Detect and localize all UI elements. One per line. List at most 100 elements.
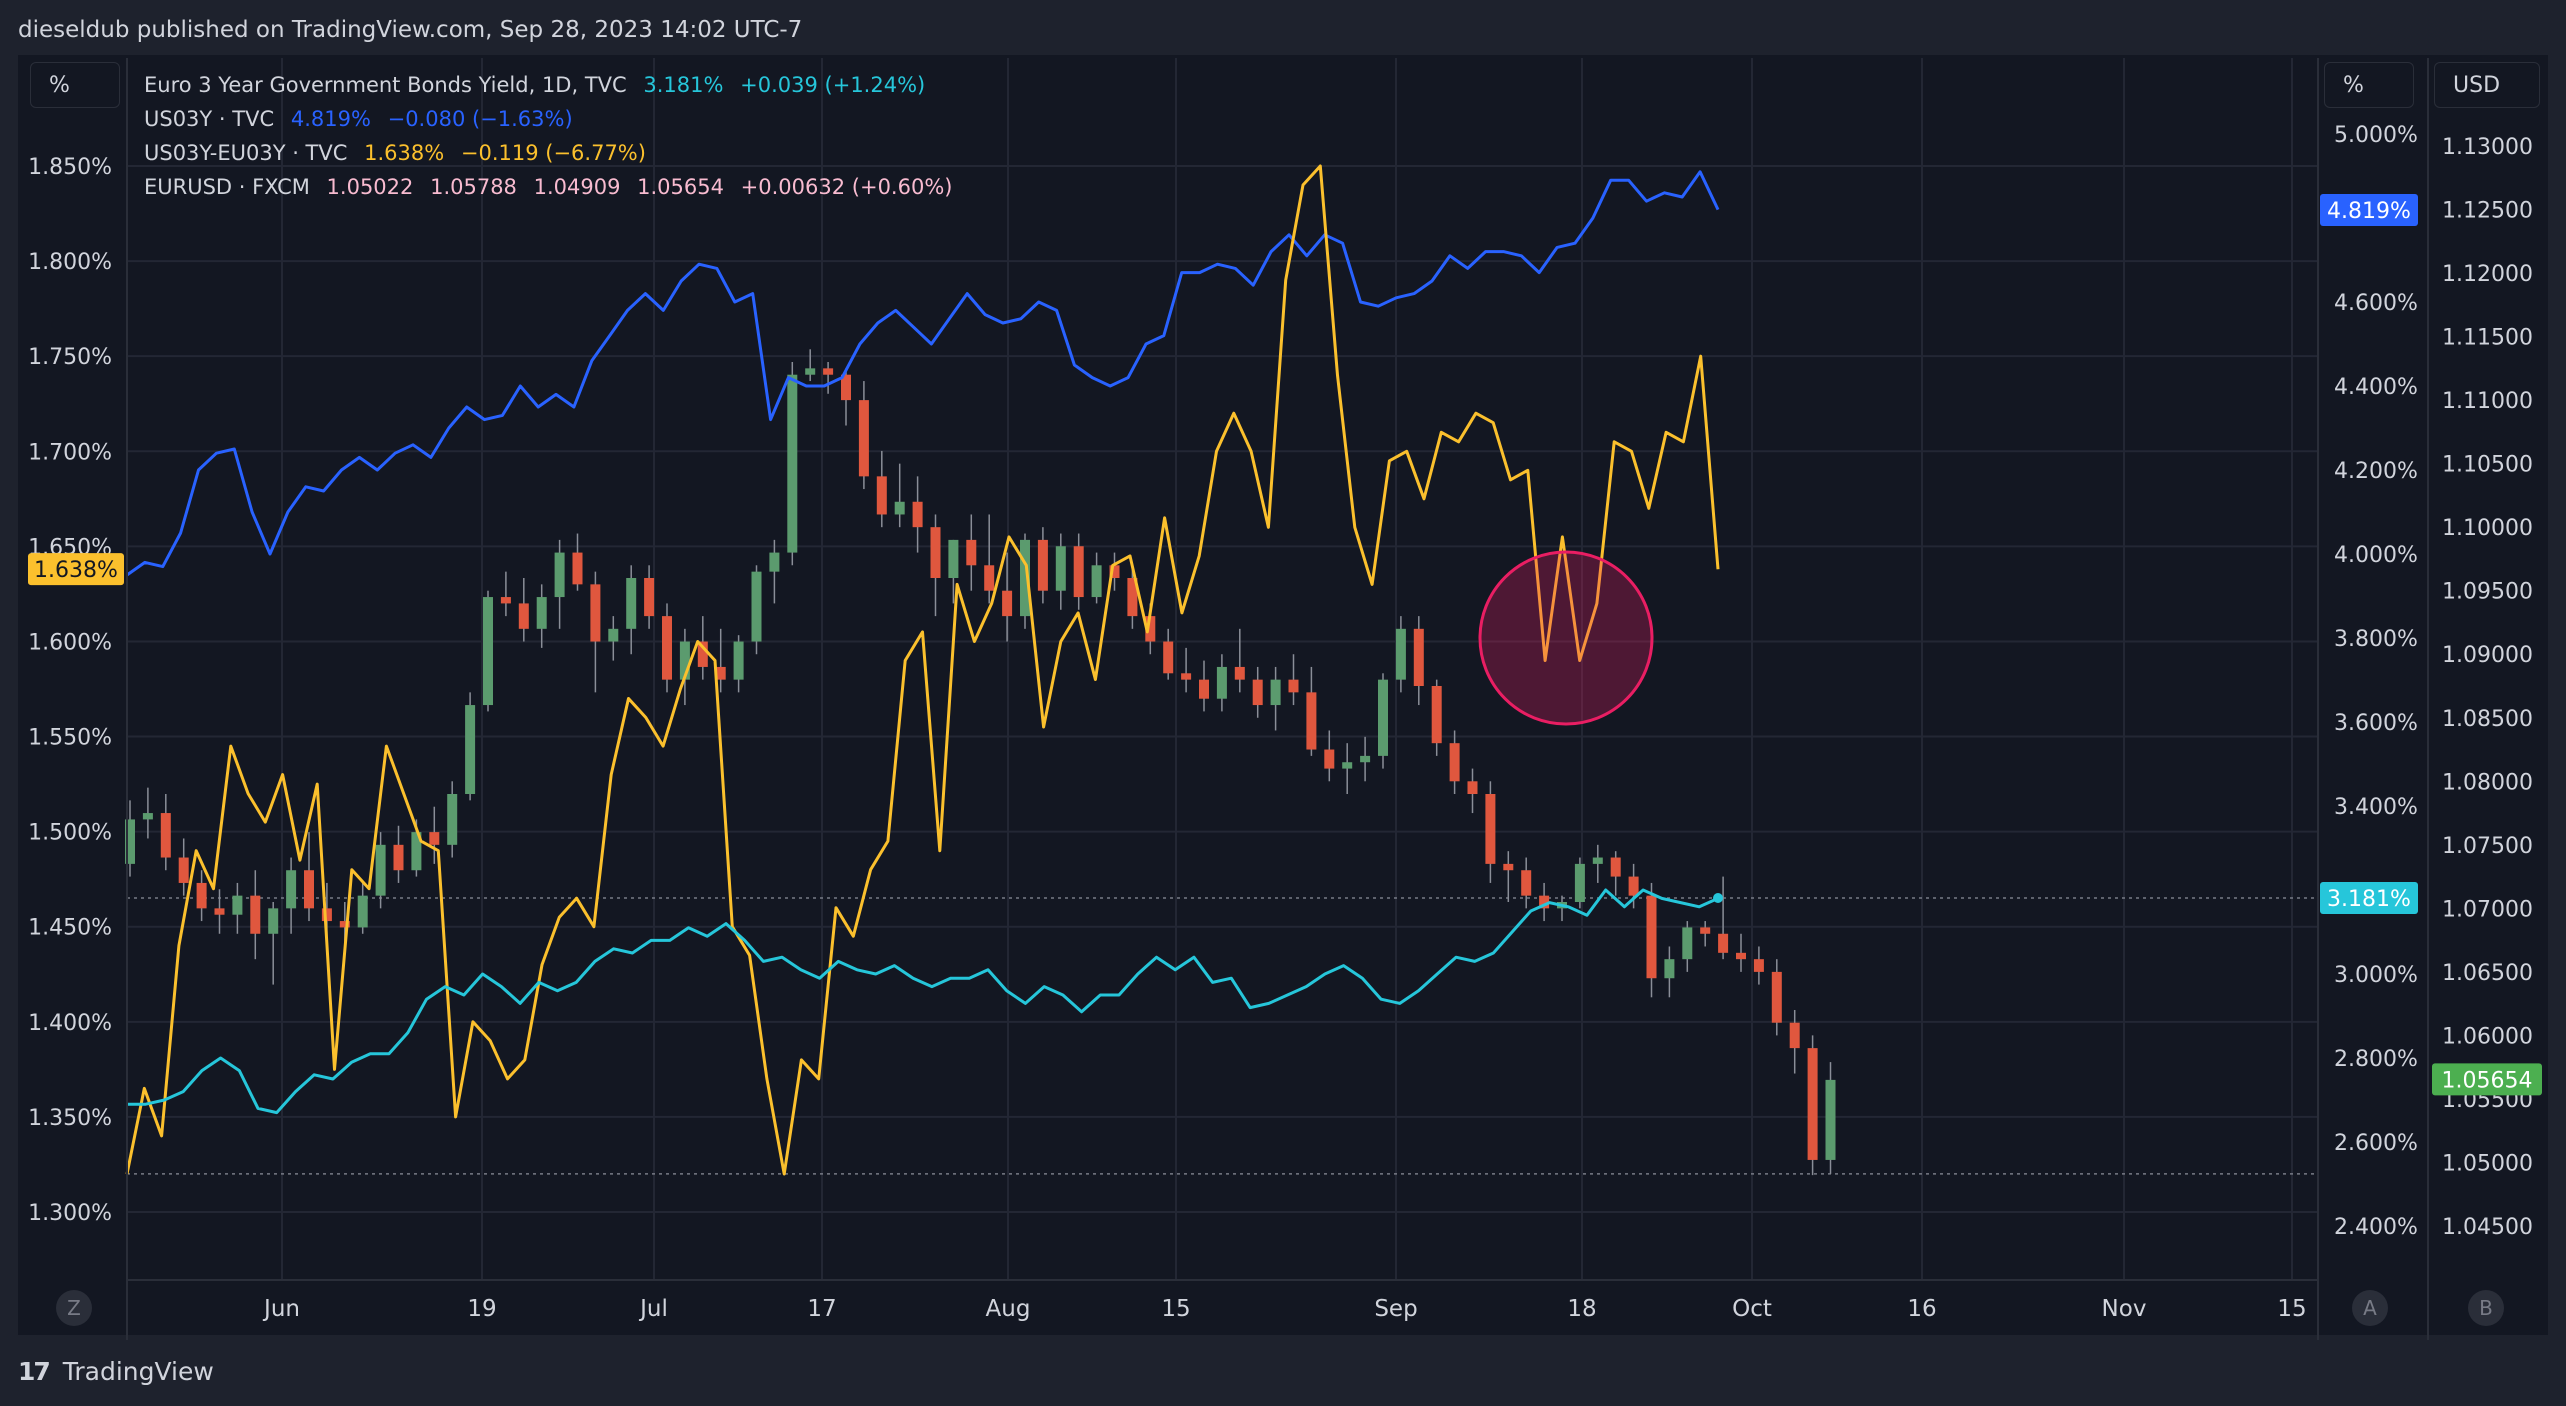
auto-scale-button[interactable]: A	[2352, 1290, 2388, 1326]
publish-header: dieseldub published on TradingView.com, …	[18, 17, 803, 43]
candle-body	[483, 597, 493, 706]
candle	[590, 571, 601, 693]
candle-body	[1610, 857, 1621, 877]
candle-body	[1091, 565, 1102, 598]
candle-body	[375, 844, 386, 896]
brand-name: TradingView	[62, 1357, 214, 1386]
right-tick-label: 4.600%	[2334, 291, 2418, 316]
candle	[142, 787, 153, 839]
right-tick-label: 2.600%	[2334, 1131, 2418, 1156]
candle	[912, 476, 923, 553]
candle	[1216, 654, 1227, 712]
candle-body	[1020, 539, 1030, 617]
candle-body	[1288, 679, 1299, 693]
candle	[160, 794, 171, 871]
scale-b-button[interactable]: B	[2468, 1290, 2504, 1326]
candle	[858, 381, 869, 490]
candle	[1718, 876, 1729, 960]
candle-body	[1002, 590, 1013, 617]
legend-row-eurusd[interactable]: EURUSD · FXCM 1.05022 1.05788 1.04909 1.…	[144, 170, 962, 204]
candle-body	[1216, 666, 1227, 699]
candle	[948, 539, 959, 604]
candle-body	[429, 832, 440, 845]
candle	[679, 628, 690, 706]
candle	[1234, 628, 1245, 693]
candle	[178, 838, 189, 896]
candle-body	[196, 882, 207, 909]
candle-body	[339, 921, 350, 928]
candle-body	[1109, 565, 1120, 578]
right-tick-label: 2.400%	[2334, 1215, 2418, 1240]
legend-close: 1.05654	[637, 175, 724, 199]
legend-row-us03y[interactable]: US03Y · TVC 4.819% −0.080 (−1.63%)	[144, 102, 962, 136]
candle	[1789, 1010, 1800, 1074]
legend-row-eu03y[interactable]: Euro 3 Year Government Bonds Yield, 1D, …	[144, 68, 962, 102]
right-tick-label: 3.000%	[2334, 963, 2418, 988]
candle-body	[393, 844, 404, 871]
x-tick-label: 15	[1161, 1296, 1190, 1322]
candle-body	[733, 641, 744, 680]
series-lines	[125, 164, 1723, 1176]
usd-tick-label: 1.12500	[2442, 199, 2533, 224]
tradingview-logo-icon: 17	[18, 1357, 51, 1386]
legend-label: US03Y-EU03Y · TVC	[144, 141, 348, 165]
candle-body	[1037, 539, 1048, 591]
candle	[1288, 654, 1299, 706]
candle-body	[1682, 927, 1693, 960]
candle-body	[1771, 971, 1782, 1023]
candle-body	[1718, 933, 1729, 953]
legend-row-spread[interactable]: US03Y-EU03Y · TVC 1.638% −0.119 (−6.77%)	[144, 136, 962, 170]
candle-body	[1825, 1079, 1836, 1160]
x-tick-label: 19	[467, 1296, 496, 1322]
candle-body	[1395, 628, 1406, 680]
candle	[1539, 882, 1550, 922]
usd-tick-label: 1.06000	[2442, 1024, 2533, 1049]
left-tick-label: 1.750%	[28, 345, 112, 370]
candle-body	[1574, 863, 1585, 902]
candle-body	[286, 870, 297, 909]
candle-body	[214, 908, 225, 915]
candle	[1646, 882, 1657, 998]
left-tick-label: 1.400%	[28, 1011, 112, 1036]
candle-body	[160, 813, 171, 858]
footer-brand[interactable]: 17 TradingView	[18, 1352, 214, 1392]
left-scale-unit-button[interactable]: %	[30, 62, 120, 108]
left-tick-label: 1.700%	[28, 440, 112, 465]
candle	[662, 603, 672, 693]
usd-tick-label: 1.08000	[2442, 770, 2533, 795]
x-tick-label: Aug	[986, 1296, 1031, 1322]
price-label-text: 3.181%	[2327, 887, 2411, 912]
candle-body	[715, 666, 726, 680]
candle-body	[912, 501, 923, 528]
currency-scale-button[interactable]: USD	[2434, 62, 2540, 108]
x-tick-label: Jun	[262, 1296, 300, 1322]
candle	[250, 870, 261, 960]
candle	[1378, 673, 1388, 769]
left-tick-label: 1.850%	[28, 155, 112, 180]
chart-panel[interactable]	[18, 55, 2548, 1335]
candle	[1252, 666, 1263, 718]
price-label-right: 4.819%	[2320, 194, 2418, 227]
candle-body	[697, 641, 708, 667]
zoom-button[interactable]: Z	[56, 1290, 92, 1326]
candle-body	[1145, 616, 1156, 642]
candle	[1574, 857, 1585, 909]
candle-body	[142, 813, 153, 820]
right-tick-label: 4.000%	[2334, 543, 2418, 568]
legend: Euro 3 Year Government Bonds Yield, 1D, …	[144, 68, 962, 204]
candle-body	[1449, 743, 1460, 782]
usd-tick-label: 1.09000	[2442, 643, 2533, 668]
candle	[268, 902, 279, 985]
price-label-right: 3.181%	[2320, 881, 2418, 914]
candle-body	[769, 552, 780, 572]
left-tick-label: 1.300%	[28, 1201, 112, 1226]
reference-lines	[127, 897, 2318, 1175]
left-tick-label: 1.600%	[28, 630, 112, 655]
candle-body	[1467, 781, 1478, 794]
candle-body	[1521, 870, 1532, 896]
right-scale-unit-button[interactable]: %	[2324, 62, 2414, 108]
candle	[1163, 628, 1174, 680]
candle-body	[841, 374, 851, 401]
usd-tick-label: 1.04500	[2442, 1215, 2533, 1240]
